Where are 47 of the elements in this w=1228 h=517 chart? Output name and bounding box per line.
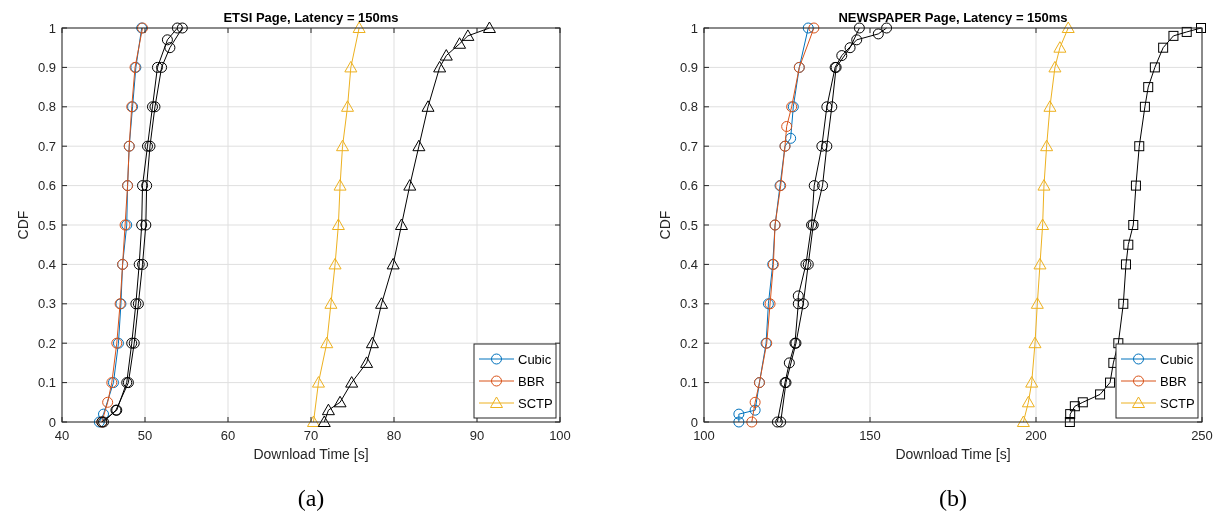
y-tick-label: 0.3 bbox=[37, 296, 56, 312]
x-tick-label: 40 bbox=[54, 428, 70, 443]
y-tick-label: 1 bbox=[48, 20, 56, 36]
legend-label: Cubic bbox=[1160, 351, 1194, 367]
y-tick-label: 0 bbox=[690, 414, 698, 430]
x-tick-label: 80 bbox=[386, 428, 402, 443]
y-tick-label: 0.4 bbox=[679, 256, 698, 272]
y-tick-label: 0.8 bbox=[37, 99, 56, 115]
x-tick-label: 50 bbox=[137, 428, 153, 443]
y-tick-label: 0.5 bbox=[679, 217, 698, 233]
y-tick-label: 0.2 bbox=[37, 335, 56, 351]
chart-title: ETSI Page, Latency = 150ms bbox=[223, 10, 399, 25]
y-tick-label: 0.7 bbox=[37, 138, 56, 154]
y-tick-label: 0.9 bbox=[37, 59, 56, 75]
legend-label: SCTP bbox=[1160, 395, 1195, 411]
x-tick-label: 70 bbox=[303, 428, 319, 443]
y-tick-label: 0.3 bbox=[679, 296, 698, 312]
legend-label: SCTP bbox=[518, 395, 553, 411]
x-tick-label: 200 bbox=[1025, 428, 1047, 443]
y-tick-label: 0.7 bbox=[679, 138, 698, 154]
text: (a) bbox=[297, 485, 325, 511]
y-tick-label: 0 bbox=[48, 414, 56, 430]
y-tick-label: 0.2 bbox=[679, 335, 698, 351]
y-tick-label: 0.4 bbox=[37, 256, 56, 272]
x-tick-label: 100 bbox=[693, 428, 715, 443]
y-tick-label: 0.5 bbox=[37, 217, 56, 233]
x-tick-label: 250 bbox=[1191, 428, 1213, 443]
legend-label: BBR bbox=[1160, 373, 1187, 389]
x-axis-title: Download Time [s] bbox=[253, 446, 369, 462]
x-tick-label: 90 bbox=[469, 428, 485, 443]
legend-label: Cubic bbox=[518, 351, 552, 367]
y-axis-title: CDF bbox=[15, 210, 31, 240]
legend-label: BBR bbox=[518, 373, 545, 389]
y-tick-label: 0.8 bbox=[679, 99, 698, 115]
chart-title: NEWSPAPER Page, Latency = 150ms bbox=[838, 10, 1068, 25]
x-axis-title: Download Time [s] bbox=[895, 446, 1011, 462]
y-tick-label: 0.1 bbox=[37, 375, 56, 391]
y-tick-label: 1 bbox=[690, 20, 698, 36]
x-tick-label: 60 bbox=[220, 428, 236, 443]
y-axis-title: CDF bbox=[657, 210, 673, 240]
y-tick-label: 0.1 bbox=[679, 375, 698, 391]
y-tick-label: 0.9 bbox=[679, 59, 698, 75]
x-tick-label: 150 bbox=[859, 428, 881, 443]
y-tick-label: 0.6 bbox=[37, 178, 56, 194]
x-tick-label: 100 bbox=[549, 428, 571, 443]
y-tick-label: 0.6 bbox=[679, 178, 698, 194]
text: (b) bbox=[939, 485, 967, 511]
